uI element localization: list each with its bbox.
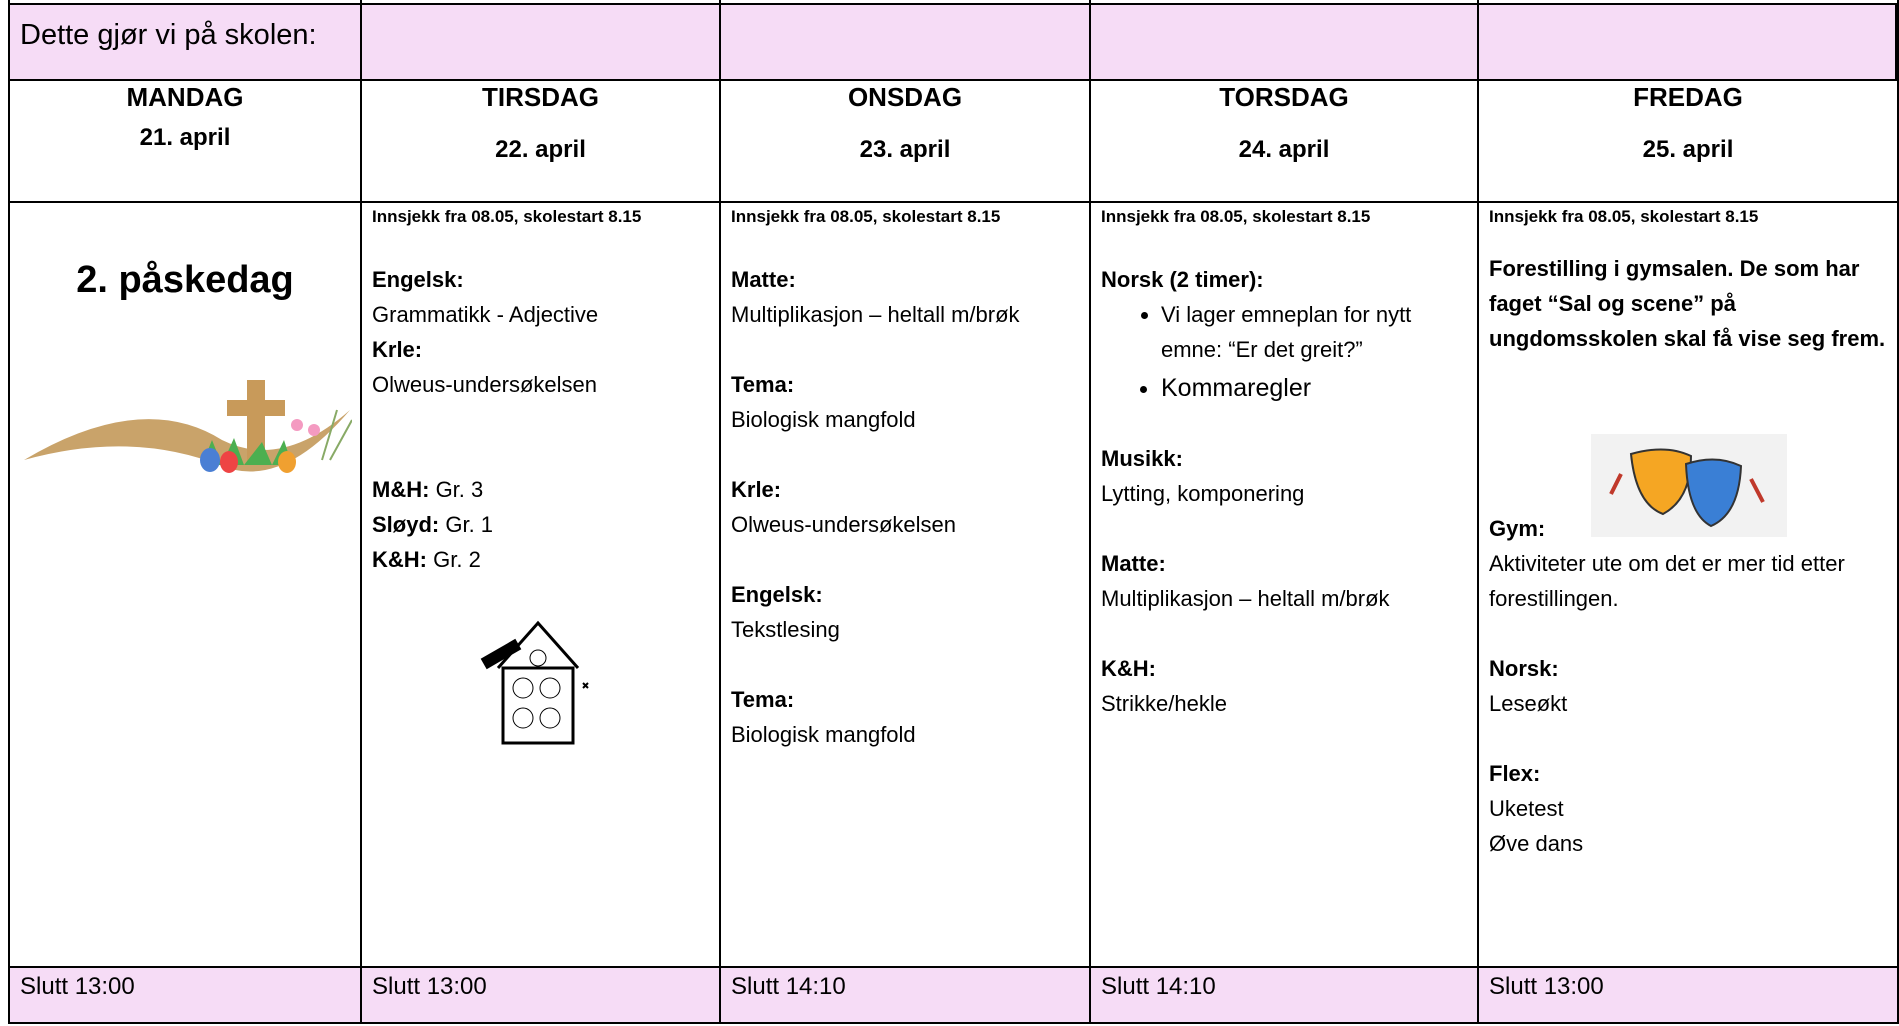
group-label: K&H: bbox=[372, 547, 427, 572]
intro: Forestilling i gymsalen. De som har fage… bbox=[1489, 256, 1886, 351]
day-body: Innsjekk fra 08.05, skolestart 8.15 Matte… bbox=[719, 201, 1091, 968]
block: Norsk: Leseøkt bbox=[1489, 651, 1887, 721]
blocks: Norsk (2 timer): Vi lager emneplan for ny… bbox=[1101, 262, 1467, 721]
day-header: FREDAG 25. april bbox=[1477, 0, 1899, 203]
group-label: Sløyd: bbox=[372, 512, 440, 537]
block: Krle: Olweus-undersøkelsen bbox=[372, 332, 709, 402]
blocks: Gym: Aktiviteter ute om det er mer tid et… bbox=[1489, 511, 1887, 861]
block: Engelsk: Tekstlesing bbox=[731, 577, 1079, 647]
day-name: MANDAG bbox=[126, 82, 244, 112]
blocks: Matte: Multiplikasjon – heltall m/brøk Tem… bbox=[731, 262, 1079, 752]
subject: Gym: bbox=[1489, 516, 1546, 541]
title: Dette gjør vi på skolen: bbox=[8, 3, 1897, 81]
subject: Norsk: bbox=[1489, 656, 1559, 681]
block: Matte: Multiplikasjon – heltall m/brøk bbox=[731, 262, 1079, 332]
day-header: TORSDAG 24. april bbox=[1089, 0, 1479, 203]
bullet-list: Vi lager emneplan for nytt emne: “Er det… bbox=[1101, 297, 1467, 406]
day-body: Innsjekk fra 08.05, skolestart 8.15 Norsk… bbox=[1089, 201, 1479, 968]
day-date: 22. april bbox=[495, 136, 586, 163]
theater-masks-image bbox=[1591, 434, 1787, 537]
day-header: TIRSDAG 22. april bbox=[360, 0, 721, 203]
checkin: Innsjekk fra 08.05, skolestart 8.15 bbox=[372, 207, 642, 226]
day-name: TORSDAG bbox=[1219, 82, 1349, 112]
subject: Matte: bbox=[1101, 551, 1166, 576]
subject-text: Leseøkt bbox=[1489, 691, 1568, 716]
subject: Engelsk: bbox=[372, 267, 464, 292]
block: Musikk: Lytting, komponering bbox=[1101, 441, 1467, 511]
subject-text: Grammatikk - Adjective bbox=[372, 302, 599, 327]
subject: Krle: bbox=[731, 477, 782, 502]
day-body: 2. påskedag bbox=[8, 201, 362, 968]
subject: Flex: bbox=[1489, 761, 1541, 786]
day-header: MANDAG 21. april bbox=[8, 0, 362, 203]
block: Tema: Biologisk mangfold bbox=[731, 367, 1079, 437]
day-end: Slutt 14:10 bbox=[1089, 966, 1479, 1024]
subject: Tema: bbox=[731, 372, 795, 397]
day-name: TIRSDAG bbox=[482, 82, 599, 112]
subject-text: Olweus-undersøkelsen bbox=[731, 512, 956, 537]
block: Flex: Uketest Øve dans bbox=[1489, 756, 1887, 861]
day-end: Slutt 14:10 bbox=[719, 966, 1091, 1024]
subject-text: Uketest bbox=[1489, 796, 1564, 821]
subject-text: Biologisk mangfold bbox=[731, 407, 916, 432]
subject-text: Strikke/hekle bbox=[1101, 691, 1227, 716]
checkin: Innsjekk fra 08.05, skolestart 8.15 bbox=[1101, 207, 1371, 226]
block: Krle: Olweus-undersøkelsen bbox=[731, 472, 1079, 542]
subject-text: Tekstlesing bbox=[731, 617, 840, 642]
checkin: Innsjekk fra 08.05, skolestart 8.15 bbox=[1489, 207, 1759, 226]
subject-text: Lytting, komponering bbox=[1101, 481, 1305, 506]
subject: Engelsk: bbox=[731, 582, 823, 607]
group-line: K&H: Gr. 2 bbox=[372, 542, 709, 577]
subject-text: Aktiviteter ute om det er mer tid etter … bbox=[1489, 551, 1845, 611]
block: Gym: Aktiviteter ute om det er mer tid et… bbox=[1489, 511, 1887, 616]
subject-text: Olweus-undersøkelsen bbox=[372, 372, 597, 397]
subject: Matte: bbox=[731, 267, 796, 292]
group-line: M&H: Gr. 3 bbox=[372, 472, 709, 507]
subject-text: Multiplikasjon – heltall m/brøk bbox=[731, 302, 1020, 327]
day-end: Slutt 13:00 bbox=[8, 966, 362, 1024]
block: Matte: Multiplikasjon – heltall m/brøk bbox=[1101, 546, 1467, 616]
group-line: Sløyd: Gr. 1 bbox=[372, 507, 709, 542]
group-text: Gr. 3 bbox=[435, 477, 484, 502]
subject-text: Øve dans bbox=[1489, 831, 1584, 856]
group-text: Gr. 2 bbox=[433, 547, 481, 572]
day-date: 23. april bbox=[859, 136, 951, 163]
block: Norsk (2 timer): Vi lager emneplan for ny… bbox=[1101, 262, 1467, 406]
day-end: Slutt 13:00 bbox=[360, 966, 721, 1024]
subject: K&H: bbox=[1101, 656, 1156, 681]
group-label: M&H: bbox=[372, 477, 430, 502]
subject: Tema: bbox=[731, 687, 795, 712]
group-text: Gr. 1 bbox=[445, 512, 494, 537]
day-end: Slutt 13:00 bbox=[1477, 966, 1899, 1024]
subject-text: Biologisk mangfold bbox=[731, 722, 916, 747]
blocks: Engelsk: Grammatikk - Adjective Krle: Olweu… bbox=[372, 262, 709, 402]
day-date: 24. april bbox=[1238, 136, 1330, 163]
holiday: 2. påskedag bbox=[76, 259, 294, 301]
block: Tema: Biologisk mangfold bbox=[731, 682, 1079, 752]
subject-text: Multiplikasjon – heltall m/brøk bbox=[1101, 586, 1390, 611]
block: K&H: Strikke/hekle bbox=[1101, 651, 1467, 721]
subject: Norsk (2 timer): bbox=[1101, 267, 1264, 292]
insect-hotel-image bbox=[480, 620, 589, 745]
day-name: FREDAG bbox=[1633, 82, 1743, 112]
bullet: Vi lager emneplan for nytt emne: “Er det… bbox=[1161, 297, 1467, 367]
subject: Musikk: bbox=[1101, 446, 1183, 471]
day-name: ONSDAG bbox=[847, 82, 963, 112]
block: Engelsk: Grammatikk - Adjective bbox=[372, 262, 709, 332]
day-body: Innsjekk fra 08.05, skolestart 8.15 Engel… bbox=[360, 201, 721, 968]
day-body: Innsjekk fra 08.05, skolestart 8.15 Fores… bbox=[1477, 201, 1899, 968]
subject: Krle: bbox=[372, 337, 423, 362]
day-header: ONSDAG 23. april bbox=[719, 0, 1091, 203]
checkin: Innsjekk fra 08.05, skolestart 8.15 bbox=[731, 207, 1001, 226]
groups: M&H: Gr. 3 Sløyd: Gr. 1 K&H: Gr. 2 bbox=[372, 472, 709, 577]
bullet: Kommaregler bbox=[1161, 371, 1467, 406]
day-date: 25. april bbox=[1642, 136, 1734, 163]
day-date: 21. april bbox=[139, 124, 231, 151]
easter-image bbox=[24, 380, 352, 473]
